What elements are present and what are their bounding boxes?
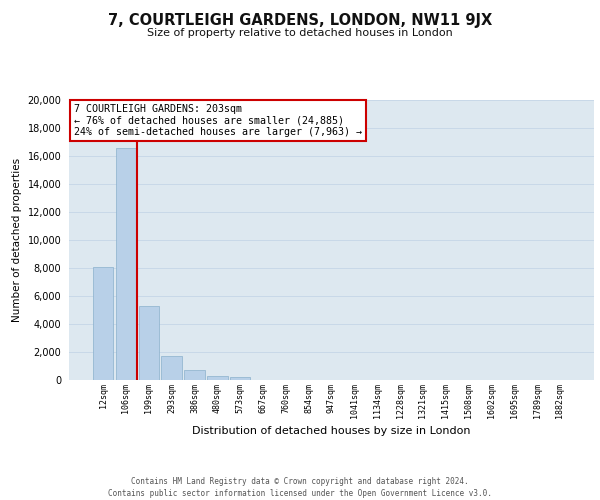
Bar bbox=[230, 376, 250, 380]
Bar bbox=[161, 356, 182, 380]
Text: 7 COURTLEIGH GARDENS: 203sqm
← 76% of detached houses are smaller (24,885)
24% o: 7 COURTLEIGH GARDENS: 203sqm ← 76% of de… bbox=[74, 104, 362, 138]
Bar bbox=[139, 306, 159, 380]
Text: 7, COURTLEIGH GARDENS, LONDON, NW11 9JX: 7, COURTLEIGH GARDENS, LONDON, NW11 9JX bbox=[108, 12, 492, 28]
Text: Contains HM Land Registry data © Crown copyright and database right 2024.
Contai: Contains HM Land Registry data © Crown c… bbox=[108, 476, 492, 498]
Y-axis label: Number of detached properties: Number of detached properties bbox=[12, 158, 22, 322]
Bar bbox=[207, 376, 227, 380]
Text: Size of property relative to detached houses in London: Size of property relative to detached ho… bbox=[147, 28, 453, 38]
X-axis label: Distribution of detached houses by size in London: Distribution of detached houses by size … bbox=[192, 426, 471, 436]
Bar bbox=[116, 148, 136, 380]
Bar bbox=[93, 266, 113, 380]
Bar bbox=[184, 370, 205, 380]
